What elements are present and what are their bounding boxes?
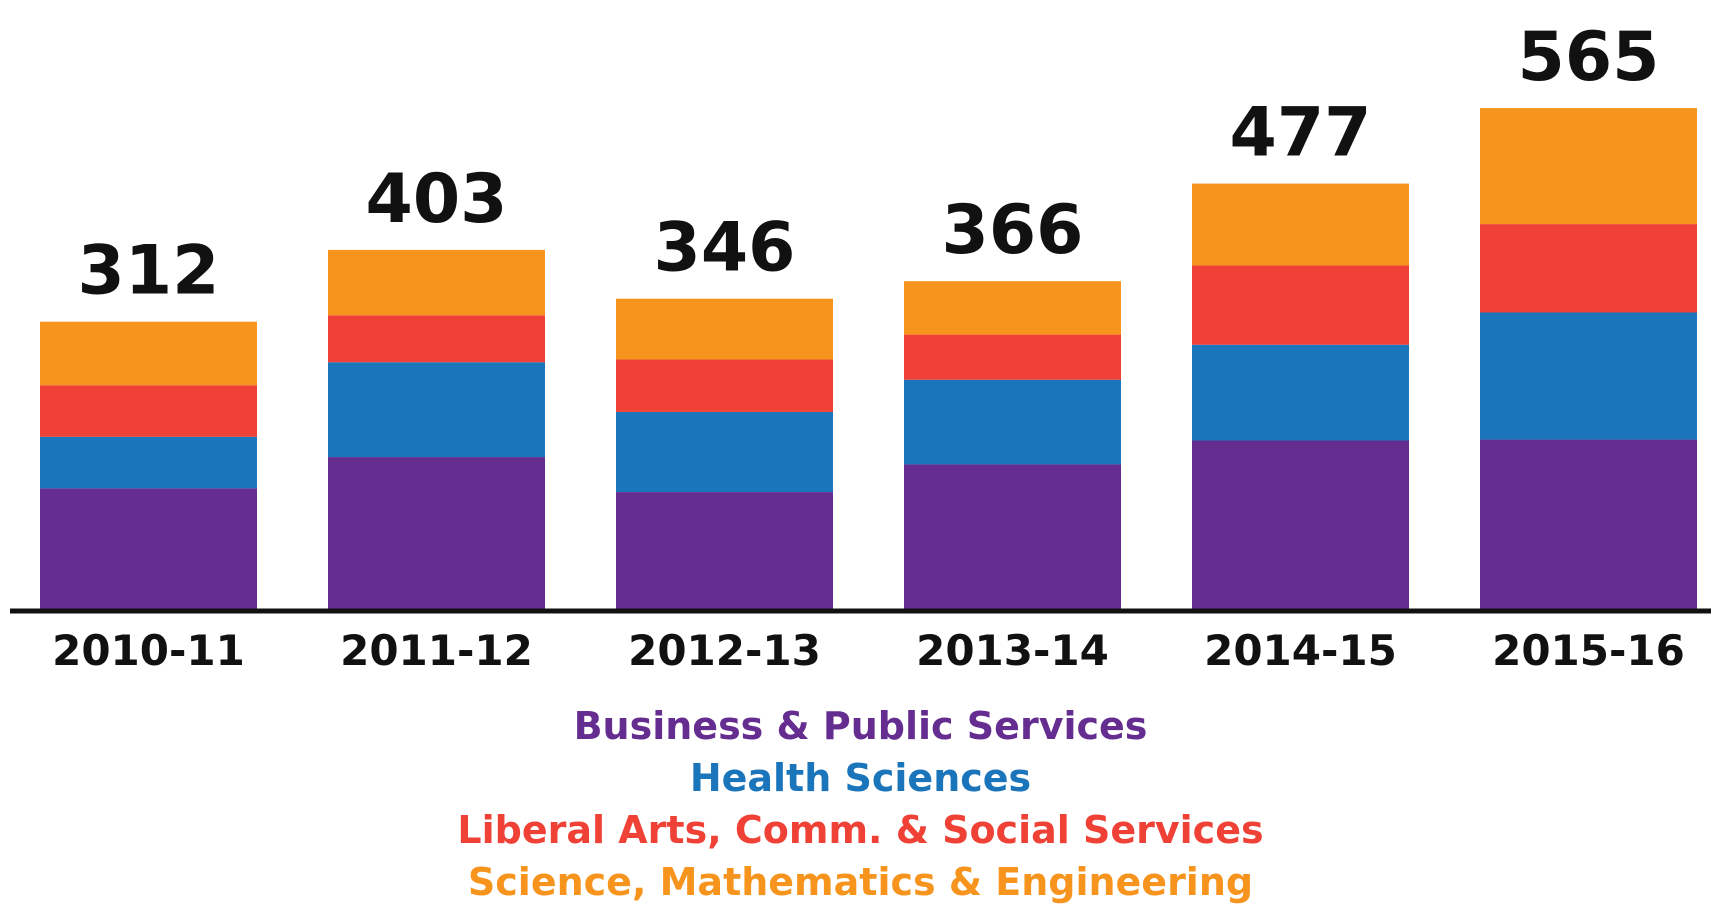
total-label-2010-11: 312 <box>78 232 220 311</box>
bar-segment-business-public-services-2013-14 <box>904 464 1121 609</box>
total-labels-group: 312 403 346 366 477 565 <box>78 18 1660 311</box>
bar-segment-liberal-arts-comm-social-services-2011-12 <box>328 315 545 363</box>
total-label-2013-14: 366 <box>942 191 1084 270</box>
bar-segment-health-sciences-2012-13 <box>616 411 833 493</box>
total-label-2014-15: 477 <box>1230 94 1372 173</box>
x-tick-label-2012-13: 2012-13 <box>628 626 821 675</box>
bar-segment-science-mathematics-engineering-2010-11 <box>40 321 257 386</box>
total-label-2011-12: 403 <box>366 160 508 239</box>
stacked-bar-chart: 312 403 346 366 477 565 2010-11 2011-12 2012-13… <box>10 18 1711 675</box>
bar-segment-liberal-arts-comm-social-services-2014-15 <box>1192 265 1409 345</box>
legend-item-business: Business & Public Services <box>573 704 1148 748</box>
total-label-2015-16: 565 <box>1518 18 1660 97</box>
bar-segment-health-sciences-2015-16 <box>1480 312 1697 440</box>
bar-segment-business-public-services-2010-11 <box>40 488 257 609</box>
bar-segment-science-mathematics-engineering-2013-14 <box>904 281 1121 335</box>
total-label-2012-13: 346 <box>654 209 796 288</box>
bar-segment-liberal-arts-comm-social-services-2015-16 <box>1480 224 1697 313</box>
bar-segment-science-mathematics-engineering-2012-13 <box>616 298 833 360</box>
x-tick-label-2013-14: 2013-14 <box>916 626 1109 675</box>
bar-segment-health-sciences-2011-12 <box>328 362 545 458</box>
bar-segment-business-public-services-2011-12 <box>328 457 545 609</box>
bar-segment-liberal-arts-comm-social-services-2012-13 <box>616 359 833 412</box>
bar-segment-liberal-arts-comm-social-services-2013-14 <box>904 334 1121 380</box>
x-tick-labels-group: 2010-11 2011-12 2012-13 2013-14 2014-15 2015-… <box>52 626 1685 675</box>
bar-segment-science-mathematics-engineering-2014-15 <box>1192 183 1409 266</box>
bar-segment-science-mathematics-engineering-2015-16 <box>1480 108 1697 225</box>
legend: Business & Public Services Health Scienc… <box>0 700 1721 908</box>
bar-segment-business-public-services-2012-13 <box>616 492 833 609</box>
bar-segment-health-sciences-2010-11 <box>40 436 257 489</box>
legend-item-health: Health Sciences <box>689 756 1032 800</box>
bar-segment-health-sciences-2013-14 <box>904 379 1121 465</box>
bar-segment-business-public-services-2015-16 <box>1480 439 1697 609</box>
bars-group <box>40 108 1697 609</box>
x-tick-label-2015-16: 2015-16 <box>1492 626 1685 675</box>
bar-segment-science-mathematics-engineering-2011-12 <box>328 249 545 316</box>
legend-item-science: Science, Mathematics & Engineering <box>467 860 1254 904</box>
x-tick-label-2011-12: 2011-12 <box>340 626 533 675</box>
x-tick-label-2014-15: 2014-15 <box>1204 626 1397 675</box>
legend-item-liberal-arts: Liberal Arts, Comm. & Social Services <box>457 808 1264 852</box>
x-tick-label-2010-11: 2010-11 <box>52 626 245 675</box>
bar-segment-liberal-arts-comm-social-services-2010-11 <box>40 385 257 437</box>
bar-segment-health-sciences-2014-15 <box>1192 344 1409 441</box>
bar-segment-business-public-services-2014-15 <box>1192 440 1409 609</box>
